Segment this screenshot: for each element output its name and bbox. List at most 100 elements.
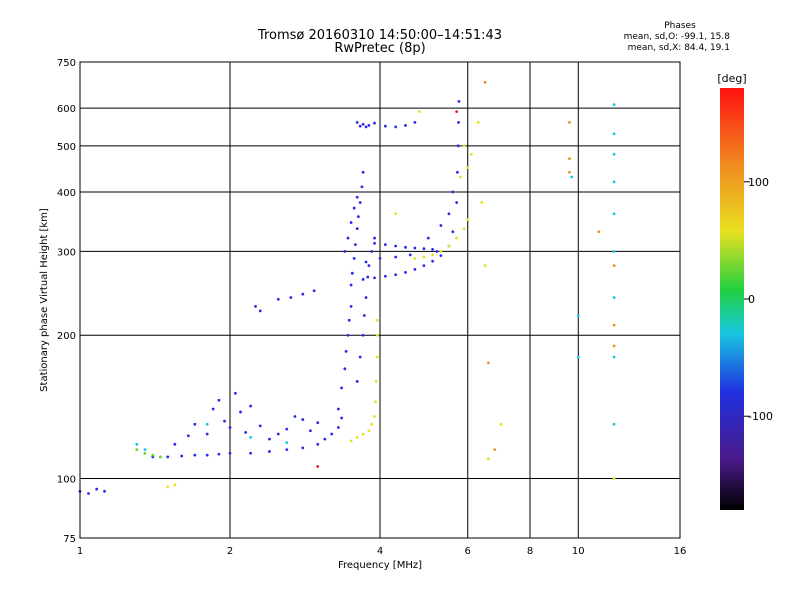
- data-point: [455, 110, 459, 114]
- data-point: [312, 289, 316, 293]
- data-point: [375, 333, 379, 337]
- data-point: [455, 236, 459, 240]
- data-point: [404, 271, 407, 274]
- data-point: [383, 124, 387, 128]
- data-point: [364, 296, 368, 299]
- data-point: [355, 227, 359, 231]
- data-point: [254, 304, 257, 308]
- data-point: [352, 257, 356, 260]
- data-point: [186, 434, 190, 438]
- data-point: [336, 426, 340, 429]
- data-point: [355, 436, 359, 439]
- data-point: [373, 415, 376, 418]
- data-point: [95, 487, 99, 491]
- x-tick-label: 2: [227, 546, 233, 557]
- data-point: [223, 419, 226, 423]
- data-point: [362, 314, 366, 317]
- data-point: [413, 268, 417, 271]
- data-point: [285, 441, 289, 444]
- data-point: [394, 212, 398, 216]
- data-point: [367, 264, 371, 268]
- data-point: [233, 391, 237, 395]
- data-point: [568, 170, 571, 174]
- data-point: [394, 244, 398, 248]
- data-point: [612, 422, 616, 426]
- data-point: [612, 296, 616, 299]
- data-point: [576, 355, 580, 359]
- x-tick-label: 6: [465, 546, 471, 557]
- data-point: [456, 144, 460, 148]
- data-point: [293, 415, 297, 418]
- data-point: [394, 273, 398, 277]
- data-point: [413, 246, 417, 250]
- data-point: [268, 437, 271, 441]
- data-point: [466, 166, 470, 170]
- data-point: [205, 422, 209, 426]
- data-point: [340, 416, 344, 420]
- y-tick-label: 200: [57, 331, 76, 342]
- x-tick-label: 1: [77, 546, 83, 557]
- data-point: [439, 224, 443, 227]
- data-point: [87, 492, 90, 495]
- data-point: [612, 355, 616, 359]
- data-point: [439, 250, 443, 253]
- x-axis-ticks: 1 2 4 6 8 10 16: [77, 546, 687, 557]
- colorbar-tick-label: 100: [748, 176, 769, 189]
- data-point: [193, 453, 197, 457]
- data-point: [346, 236, 350, 240]
- data-point: [355, 379, 359, 383]
- data-point: [151, 453, 155, 457]
- data-point: [422, 255, 426, 259]
- data-point: [378, 257, 382, 260]
- data-point: [612, 477, 616, 480]
- x-tick-label: 8: [527, 546, 533, 557]
- data-point: [166, 485, 170, 489]
- x-tick-label: 16: [674, 546, 687, 557]
- data-point: [370, 250, 374, 253]
- data-point: [346, 333, 350, 337]
- data-point: [462, 144, 466, 148]
- data-point: [431, 247, 434, 251]
- data-point: [374, 400, 378, 404]
- data-point: [493, 448, 497, 452]
- data-point: [336, 407, 340, 411]
- data-point: [103, 489, 106, 493]
- data-point: [483, 264, 487, 268]
- colorbar-ticks: 100 0 -100: [744, 176, 773, 423]
- data-point: [404, 245, 407, 249]
- data-point: [205, 453, 209, 457]
- data-point: [193, 422, 197, 426]
- data-point: [358, 355, 362, 359]
- data-point: [612, 180, 616, 184]
- data-point: [301, 292, 305, 296]
- data-point: [374, 379, 378, 383]
- scatter-points: [78, 80, 616, 495]
- data-point: [447, 244, 451, 248]
- data-point: [301, 446, 305, 450]
- data-point: [413, 120, 417, 124]
- data-point: [361, 170, 365, 174]
- data-point: [439, 254, 443, 257]
- data-point: [316, 421, 320, 425]
- data-point: [301, 418, 305, 421]
- chart-subtitle: RwPretec (8p): [334, 41, 426, 56]
- data-point: [361, 333, 365, 337]
- data-point: [612, 103, 616, 107]
- data-point: [457, 120, 460, 124]
- data-point: [159, 455, 162, 459]
- data-point: [568, 120, 571, 124]
- data-point: [367, 123, 371, 127]
- data-point: [457, 99, 461, 103]
- data-point: [228, 451, 232, 455]
- data-point: [361, 278, 365, 281]
- data-point: [435, 250, 439, 253]
- data-point: [476, 120, 480, 124]
- data-point: [373, 121, 376, 125]
- y-tick-label: 400: [57, 188, 76, 199]
- data-point: [249, 436, 253, 439]
- data-point: [349, 221, 353, 224]
- data-point: [180, 454, 184, 458]
- phases-o-mode: mean, sd,O: -99.1, 15.8: [623, 32, 730, 42]
- data-point: [143, 451, 147, 455]
